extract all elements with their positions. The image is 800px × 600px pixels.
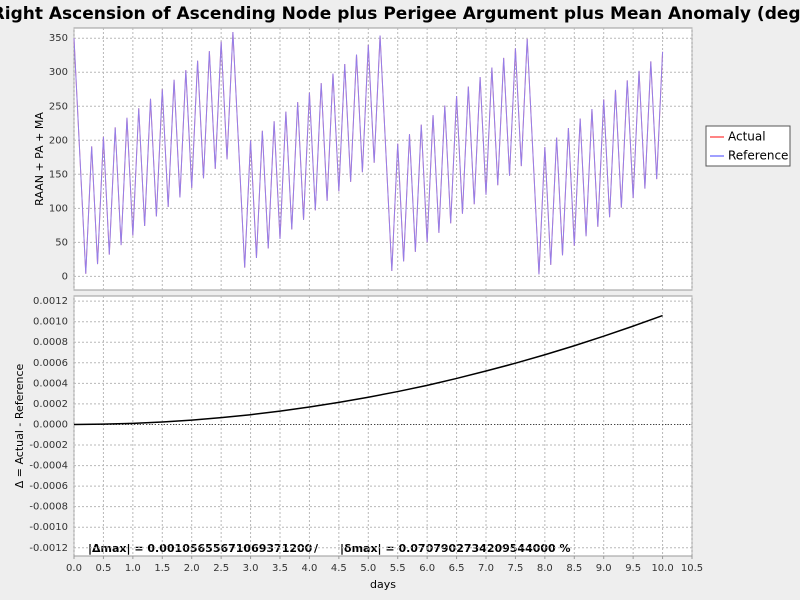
x-tick-label: 9.5 [625, 563, 641, 574]
annotation: / [314, 542, 319, 555]
x-tick-label: 1.0 [125, 563, 141, 574]
y-tick-label: 0.0004 [33, 378, 68, 389]
y-tick-label: 0 [62, 271, 68, 282]
data-line [73, 32, 664, 275]
x-tick-label: 7.0 [478, 563, 494, 574]
x-tick-label: 4.5 [331, 563, 347, 574]
x-tick-label: 6.5 [449, 563, 465, 574]
y-tick-label: 150 [49, 169, 68, 180]
annotation: |Δmax| = 0.00105655671069371200 [88, 542, 313, 555]
y-tick-label: 350 [49, 33, 68, 44]
y-tick-label: -0.0012 [29, 543, 68, 554]
data-line [73, 314, 663, 426]
y-tick-label: 100 [49, 203, 68, 214]
plot-area [73, 27, 693, 291]
x-tick-label: 5.5 [390, 563, 406, 574]
x-tick-label: 6.0 [419, 563, 435, 574]
x-tick-label: 2.0 [184, 563, 200, 574]
y-axis-label: RAAN + PA + MA [33, 112, 46, 206]
x-tick-label: 0.0 [66, 563, 82, 574]
y-tick-label: 300 [49, 67, 68, 78]
y-tick-label: 250 [49, 101, 68, 112]
y-tick-label: 0.0002 [33, 399, 68, 410]
x-tick-label: 1.5 [154, 563, 170, 574]
y-axis-label: Δ = Actual - Reference [13, 363, 26, 488]
y-tick-label: -0.0004 [29, 461, 68, 472]
legend-label: Reference [728, 149, 788, 163]
y-tick-label: 0.0008 [33, 337, 68, 348]
x-tick-label: 5.0 [360, 563, 376, 574]
x-tick-label: 10.5 [681, 563, 703, 574]
y-tick-label: 0.0012 [33, 296, 68, 307]
y-tick-label: 200 [49, 135, 68, 146]
x-tick-label: 7.5 [507, 563, 523, 574]
x-tick-label: 10.0 [651, 563, 673, 574]
y-tick-label: -0.0002 [29, 440, 68, 451]
y-tick-label: 0.0000 [33, 419, 68, 430]
chart-title: Right Ascension of Ascending Node plus P… [0, 4, 800, 24]
y-tick-label: 50 [55, 237, 68, 248]
annotation: |δmax| = 0.0707902734209544000 % [340, 542, 571, 555]
x-tick-label: 8.0 [537, 563, 553, 574]
x-tick-label: 2.5 [213, 563, 229, 574]
legend-label: Actual [728, 130, 766, 144]
y-tick-label: -0.0006 [29, 481, 68, 492]
x-tick-label: 3.0 [243, 563, 259, 574]
y-tick-label: -0.0010 [29, 522, 68, 533]
plot-area [73, 295, 693, 557]
x-axis-label: days [370, 578, 396, 591]
y-tick-label: -0.0008 [29, 502, 68, 513]
y-tick-label: 0.0010 [33, 317, 68, 328]
x-tick-label: 8.5 [566, 563, 582, 574]
x-tick-label: 4.0 [301, 563, 317, 574]
legend [705, 125, 791, 167]
x-tick-label: 3.5 [272, 563, 288, 574]
y-tick-label: 0.0006 [33, 358, 68, 369]
x-tick-label: 9.0 [596, 563, 612, 574]
x-tick-label: 0.5 [95, 563, 111, 574]
